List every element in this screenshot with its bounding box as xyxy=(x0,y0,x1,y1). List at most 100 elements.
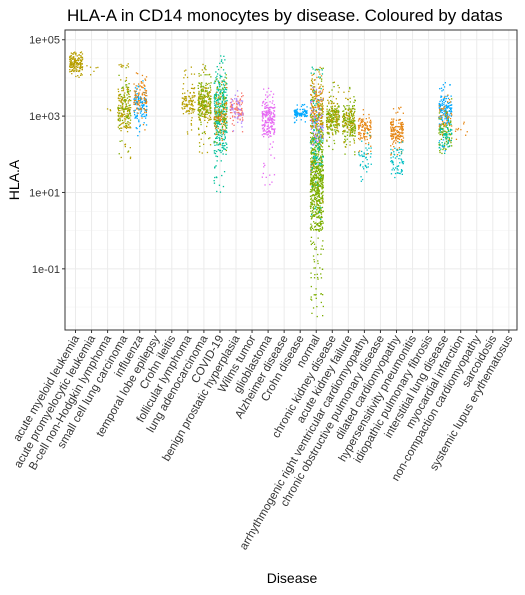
data-point xyxy=(312,136,314,138)
data-point xyxy=(219,77,221,79)
data-point xyxy=(315,133,317,135)
data-point xyxy=(182,83,185,85)
data-point xyxy=(321,183,323,185)
data-point xyxy=(218,131,220,133)
data-point xyxy=(320,223,322,226)
data-point xyxy=(350,135,352,137)
data-point xyxy=(310,147,312,149)
data-point xyxy=(223,88,225,90)
data-point xyxy=(219,113,221,116)
data-point xyxy=(145,111,147,114)
data-point xyxy=(79,62,81,64)
data-point xyxy=(358,126,360,128)
data-point xyxy=(311,180,313,182)
data-point xyxy=(128,109,130,111)
data-point xyxy=(203,102,205,104)
data-point xyxy=(370,163,372,165)
data-point xyxy=(346,131,348,133)
data-point xyxy=(215,119,218,121)
data-point xyxy=(217,80,219,82)
data-point xyxy=(224,104,226,107)
data-point xyxy=(215,121,218,123)
data-point xyxy=(395,132,397,134)
data-point xyxy=(193,88,195,90)
data-point xyxy=(320,277,323,279)
data-point xyxy=(333,142,336,145)
data-point xyxy=(360,121,362,124)
data-point xyxy=(190,119,193,122)
data-point xyxy=(128,113,130,115)
data-point xyxy=(320,229,322,231)
data-point xyxy=(310,94,313,96)
data-point xyxy=(217,99,219,101)
data-point xyxy=(71,58,74,60)
data-point xyxy=(394,176,396,179)
data-point xyxy=(198,90,200,93)
data-point xyxy=(337,109,339,111)
data-point xyxy=(193,92,195,94)
data-point xyxy=(117,108,119,111)
data-point xyxy=(349,97,351,99)
data-point xyxy=(310,167,312,169)
data-point xyxy=(183,107,186,110)
data-point xyxy=(313,259,315,261)
data-point xyxy=(234,94,236,96)
data-point xyxy=(335,110,338,112)
data-point xyxy=(80,65,82,67)
data-point xyxy=(127,90,129,92)
data-point xyxy=(310,143,312,145)
data-point xyxy=(75,52,77,54)
data-point xyxy=(322,186,324,188)
data-point xyxy=(139,85,141,87)
data-point xyxy=(451,132,453,134)
data-point xyxy=(352,122,354,124)
data-point xyxy=(315,117,317,119)
data-point xyxy=(127,107,129,109)
data-point xyxy=(271,125,273,127)
data-point xyxy=(330,129,333,131)
data-point xyxy=(445,133,447,135)
data-point xyxy=(314,104,316,106)
data-point xyxy=(198,97,200,99)
data-point xyxy=(460,129,462,131)
data-point xyxy=(402,132,404,134)
data-point xyxy=(315,154,317,156)
data-point xyxy=(145,98,147,100)
data-point xyxy=(368,147,370,149)
data-point xyxy=(127,92,130,94)
data-point xyxy=(192,108,194,110)
data-point xyxy=(213,102,216,104)
data-point xyxy=(321,268,324,270)
data-point xyxy=(320,293,322,295)
data-point xyxy=(268,117,270,120)
data-point xyxy=(315,153,317,155)
data-point xyxy=(314,163,317,165)
data-point xyxy=(364,124,367,126)
data-point xyxy=(125,99,127,101)
data-point xyxy=(314,116,316,118)
data-point xyxy=(204,96,206,98)
data-point xyxy=(86,65,88,67)
data-point xyxy=(143,107,145,110)
data-point xyxy=(442,130,444,132)
data-point xyxy=(319,136,322,138)
data-point xyxy=(216,86,219,88)
data-point xyxy=(261,111,263,113)
data-point xyxy=(317,224,319,226)
data-point xyxy=(321,196,323,198)
data-point xyxy=(318,189,320,191)
data-point xyxy=(124,92,126,94)
data-point xyxy=(302,111,304,113)
data-point xyxy=(312,175,314,177)
data-point xyxy=(274,114,276,116)
data-point xyxy=(317,147,319,150)
data-point xyxy=(223,99,225,101)
data-point xyxy=(391,162,393,164)
data-point xyxy=(321,167,323,169)
data-point xyxy=(313,83,315,85)
data-point xyxy=(221,127,223,129)
data-point xyxy=(313,113,315,116)
data-point xyxy=(343,131,345,133)
data-point xyxy=(328,114,331,117)
data-point xyxy=(293,117,296,119)
